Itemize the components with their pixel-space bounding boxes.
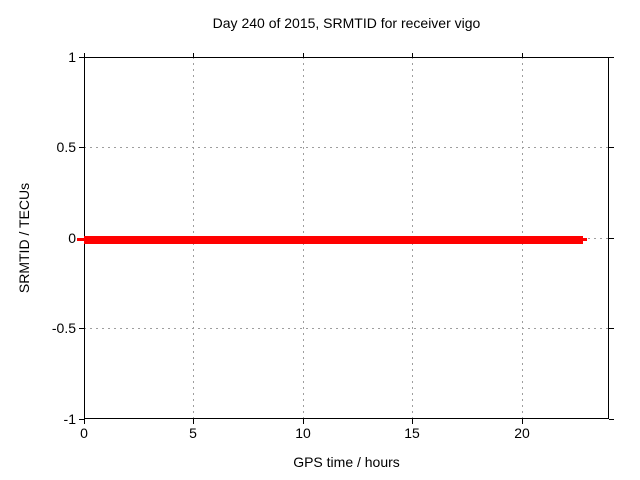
x-tick-top-20 — [522, 53, 523, 58]
y-tick-m1 — [79, 419, 84, 420]
y-tick-right-1 — [609, 57, 614, 58]
x-tick-label-5: 5 — [189, 425, 197, 441]
x-tick-top-15 — [412, 53, 413, 58]
y-tick-label-0p5: 0.5 — [56, 139, 76, 155]
x-tick-label-0: 0 — [80, 425, 88, 441]
y-tick-label-1: 1 — [68, 49, 76, 65]
y-tick-right-m0p5 — [609, 328, 614, 329]
x-tick-15 — [412, 419, 413, 424]
x-tick-10 — [303, 419, 304, 424]
x-tick-0 — [84, 419, 85, 424]
y-tick-right-0p5 — [609, 147, 614, 148]
y-tick-right-m1 — [609, 419, 614, 420]
x-tick-top-0 — [84, 53, 85, 58]
series-srmtid-left-whisker — [77, 238, 84, 241]
x-axis-label: GPS time / hours — [293, 454, 400, 470]
x-tick-top-10 — [303, 53, 304, 58]
y-tick-0p5 — [79, 147, 84, 148]
gridline-y-0p5 — [84, 147, 609, 148]
y-tick-right-0 — [609, 238, 614, 239]
x-tick-20 — [522, 419, 523, 424]
chart-title: Day 240 of 2015, SRMTID for receiver vig… — [212, 15, 481, 31]
x-tick-label-15: 15 — [404, 425, 420, 441]
x-tick-5 — [193, 419, 194, 424]
series-srmtid-line — [84, 236, 583, 244]
y-tick-label-m1: -1 — [63, 411, 76, 427]
y-tick-1 — [79, 57, 84, 58]
y-tick-label-m0p5: -0.5 — [51, 320, 76, 336]
y-tick-label-0: 0 — [68, 230, 76, 246]
x-tick-label-20: 20 — [514, 425, 530, 441]
gridline-y-m0p5 — [84, 328, 609, 329]
y-tick-m0p5 — [79, 328, 84, 329]
x-tick-label-10: 10 — [295, 425, 311, 441]
series-srmtid-right-whisker — [583, 238, 587, 241]
x-tick-top-5 — [193, 53, 194, 58]
